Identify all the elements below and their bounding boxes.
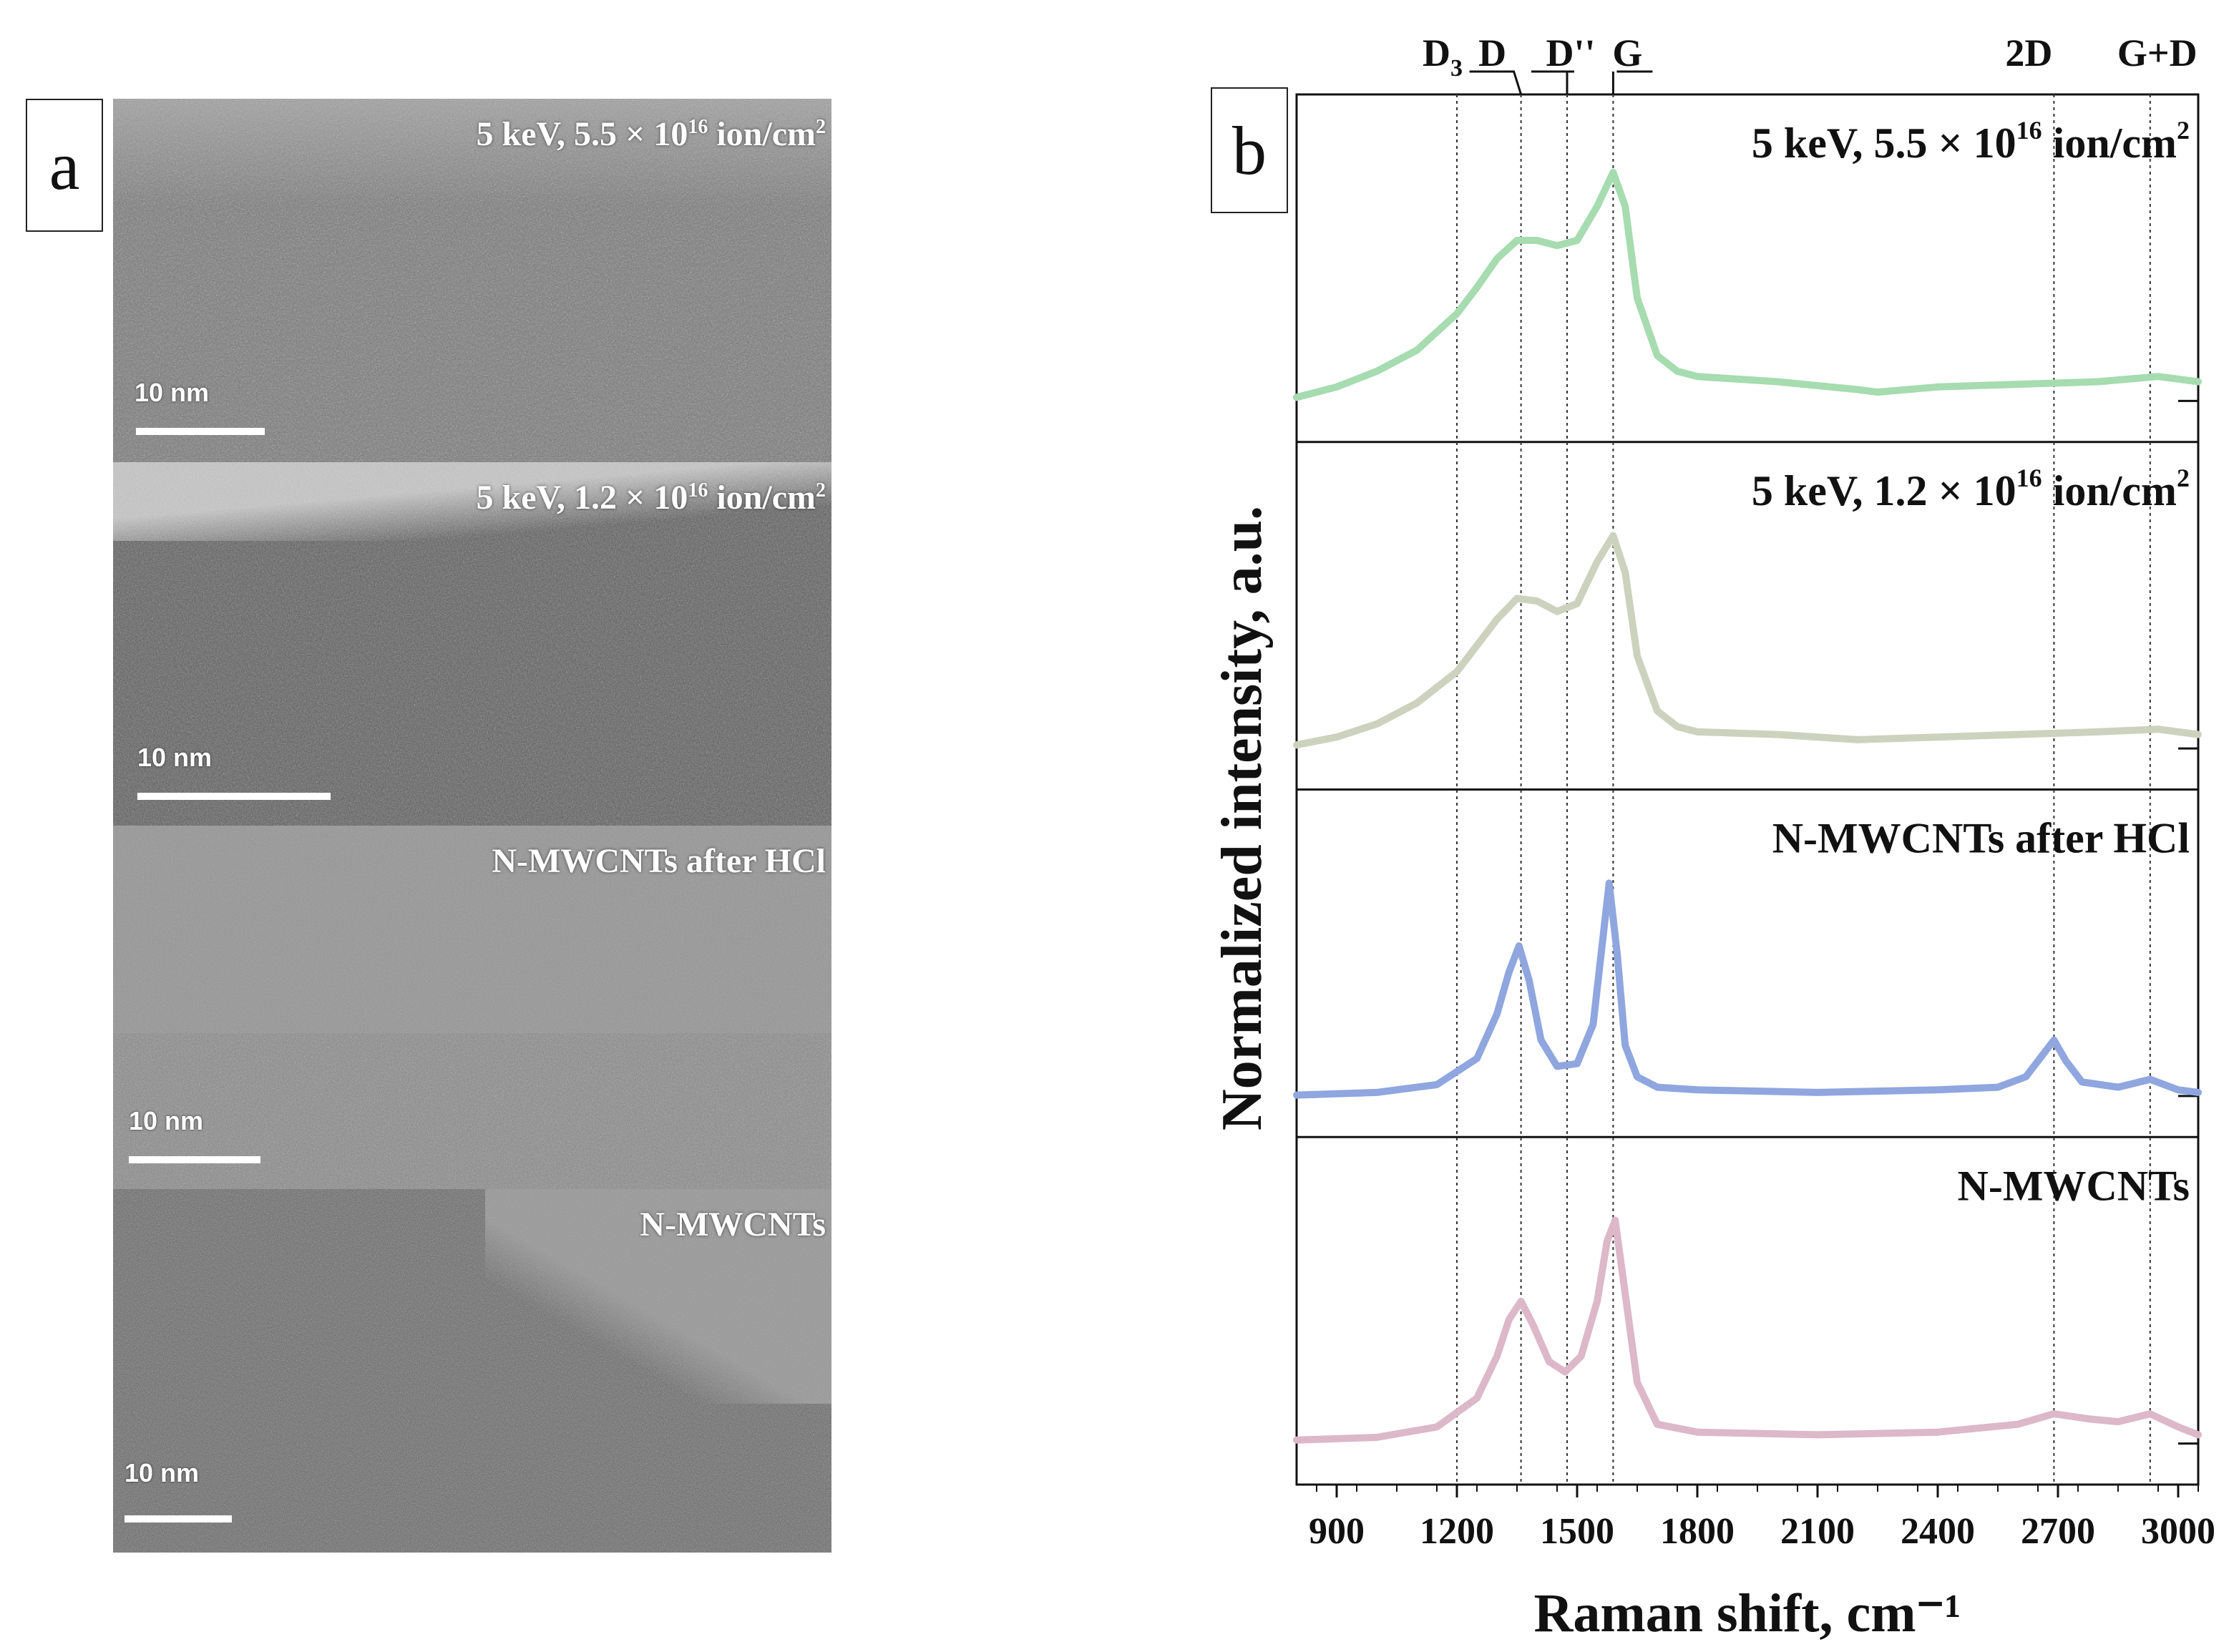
tem-vacuum-region xyxy=(485,1189,831,1404)
caption-unit: ion/cm xyxy=(708,115,816,153)
tem-image-panel: 5 keV, 5.5 × 1016 ion/cm2 10 nm xyxy=(113,99,831,462)
scale-bar-label: 10 nm xyxy=(135,378,210,407)
band-label: 2D xyxy=(2005,31,2052,74)
tem-caption: 5 keV, 5.5 × 1016 ion/cm2 xyxy=(477,114,826,154)
caption-exponent: 16 xyxy=(688,479,708,502)
series-label: 5 keV, 1.2 × 1016 ion/cm2 xyxy=(1752,464,2190,514)
x-tick-label: 2700 xyxy=(2021,1511,2095,1552)
panel-b-label: b xyxy=(1211,87,1288,213)
tem-image-stack: 5 keV, 5.5 × 1016 ion/cm2 10 nm 5 keV, 1.2… xyxy=(113,99,831,1553)
scale-bar-label: 10 nm xyxy=(129,1106,204,1135)
tem-image-panel: N-MWCNTs 10 nm xyxy=(113,1189,831,1553)
x-tick-label: 1200 xyxy=(1420,1511,1494,1552)
band-label: D'' xyxy=(1546,31,1595,74)
x-axis-label: Raman shift, cm⁻¹ xyxy=(1534,1583,1961,1643)
tem-image-panel: N-MWCNTs after HCl 10 nm xyxy=(113,826,831,1189)
series-label: N-MWCNTs after HCl xyxy=(1772,815,2190,862)
caption-text: 5 keV, 5.5 × 10 xyxy=(476,115,688,153)
x-tick-label: 1500 xyxy=(1540,1511,1614,1552)
tem-caption: N-MWCNTs xyxy=(640,1205,826,1244)
scale-bar xyxy=(136,428,265,435)
caption-text: N-MWCNTs xyxy=(640,1206,826,1243)
caption-unit-exponent: 2 xyxy=(816,116,826,138)
tem-vacuum-region xyxy=(113,826,831,1033)
spectrum-line xyxy=(1293,532,2202,749)
series-label: 5 keV, 5.5 × 1016 ion/cm2 xyxy=(1752,116,2190,167)
x-tick-label: 2400 xyxy=(1901,1511,1975,1552)
tem-caption: 5 keV, 1.2 × 1016 ion/cm2 xyxy=(477,478,826,517)
band-label: G xyxy=(1612,31,1642,74)
x-tick-label: 900 xyxy=(1309,1511,1365,1552)
band-label-bracket xyxy=(1469,70,1523,95)
x-tick-label: 1800 xyxy=(1660,1511,1735,1552)
caption-unit-exponent: 2 xyxy=(816,479,826,502)
band-label: D xyxy=(1478,31,1506,74)
caption-text: 5 keV, 1.2 × 10 xyxy=(476,479,688,517)
caption-unit: ion/cm xyxy=(708,479,816,517)
caption-text: N-MWCNTs after HCl xyxy=(492,842,826,880)
series-label: N-MWCNTs xyxy=(1958,1162,2190,1209)
tem-caption: N-MWCNTs after HCl xyxy=(492,841,826,881)
band-label: D3 xyxy=(1423,31,1463,82)
scale-bar-label: 10 nm xyxy=(125,1458,200,1487)
band-label: G+D xyxy=(2117,31,2197,74)
spectrum-line xyxy=(1293,879,2202,1099)
tem-vacuum-region xyxy=(113,99,831,206)
tem-vacuum-region xyxy=(113,462,831,541)
scale-bar xyxy=(129,1156,260,1163)
scale-bar xyxy=(137,793,331,800)
scale-bar-label: 10 nm xyxy=(137,743,213,772)
spectrum-line xyxy=(1293,1216,2202,1444)
tem-image-panel: 5 keV, 1.2 × 1016 ion/cm2 10 nm xyxy=(113,462,831,826)
spectrum-line xyxy=(1293,168,2202,401)
scale-bar xyxy=(125,1515,232,1523)
x-tick-label: 2100 xyxy=(1780,1511,1855,1552)
x-tick-label: 3000 xyxy=(2141,1511,2215,1552)
caption-exponent: 16 xyxy=(688,116,708,138)
y-axis-label: Normalized intensity, a.u. xyxy=(1211,506,1274,1130)
panel-a-label: a xyxy=(26,99,103,232)
